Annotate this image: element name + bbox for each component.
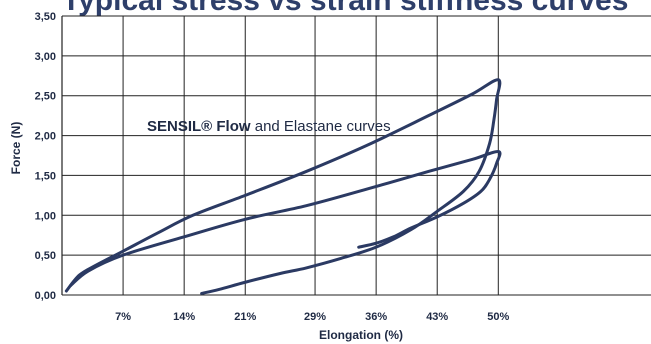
- y-tick-label: 1,00: [35, 210, 56, 222]
- series-line-1: [64, 78, 502, 295]
- x-axis-title: Elongation (%): [319, 328, 403, 342]
- x-tick-label: 43%: [426, 311, 448, 323]
- chart-annotation: SENSIL® Flow and Elastane curves: [147, 118, 391, 135]
- series-lines: [64, 78, 502, 295]
- x-tick-label: 29%: [304, 311, 326, 323]
- y-tick-label: 3,00: [35, 51, 56, 63]
- x-tick-label: 36%: [365, 311, 387, 323]
- x-tick-label: 21%: [234, 311, 256, 323]
- x-tick-label: 14%: [173, 311, 195, 323]
- series-line-2: [69, 150, 502, 287]
- x-tick-label: 7%: [115, 311, 131, 323]
- y-tick-label: 1,50: [35, 170, 56, 182]
- x-tick-labels: 7% 14% 21% 29% 36% 43% 50%: [115, 311, 509, 323]
- y-tick-label: 0,00: [35, 290, 56, 302]
- annotation-rest: and Elastane curves: [251, 118, 391, 135]
- y-tick-label: 2,00: [35, 131, 56, 143]
- y-tick-label: 3,50: [35, 11, 56, 23]
- y-tick-labels: 0,00 0,50 1,00 1,50 2,00 2,50 3,00 3,50: [35, 11, 56, 302]
- annotation-bold: SENSIL® Flow: [147, 118, 251, 135]
- y-tick-label: 2,50: [35, 91, 56, 103]
- chart-title: Typical stress vs strain stiffness curve…: [62, 0, 628, 17]
- y-axis-title: Force (N): [9, 122, 23, 175]
- y-tick-label: 0,50: [35, 250, 56, 262]
- x-tick-label: 50%: [487, 311, 509, 323]
